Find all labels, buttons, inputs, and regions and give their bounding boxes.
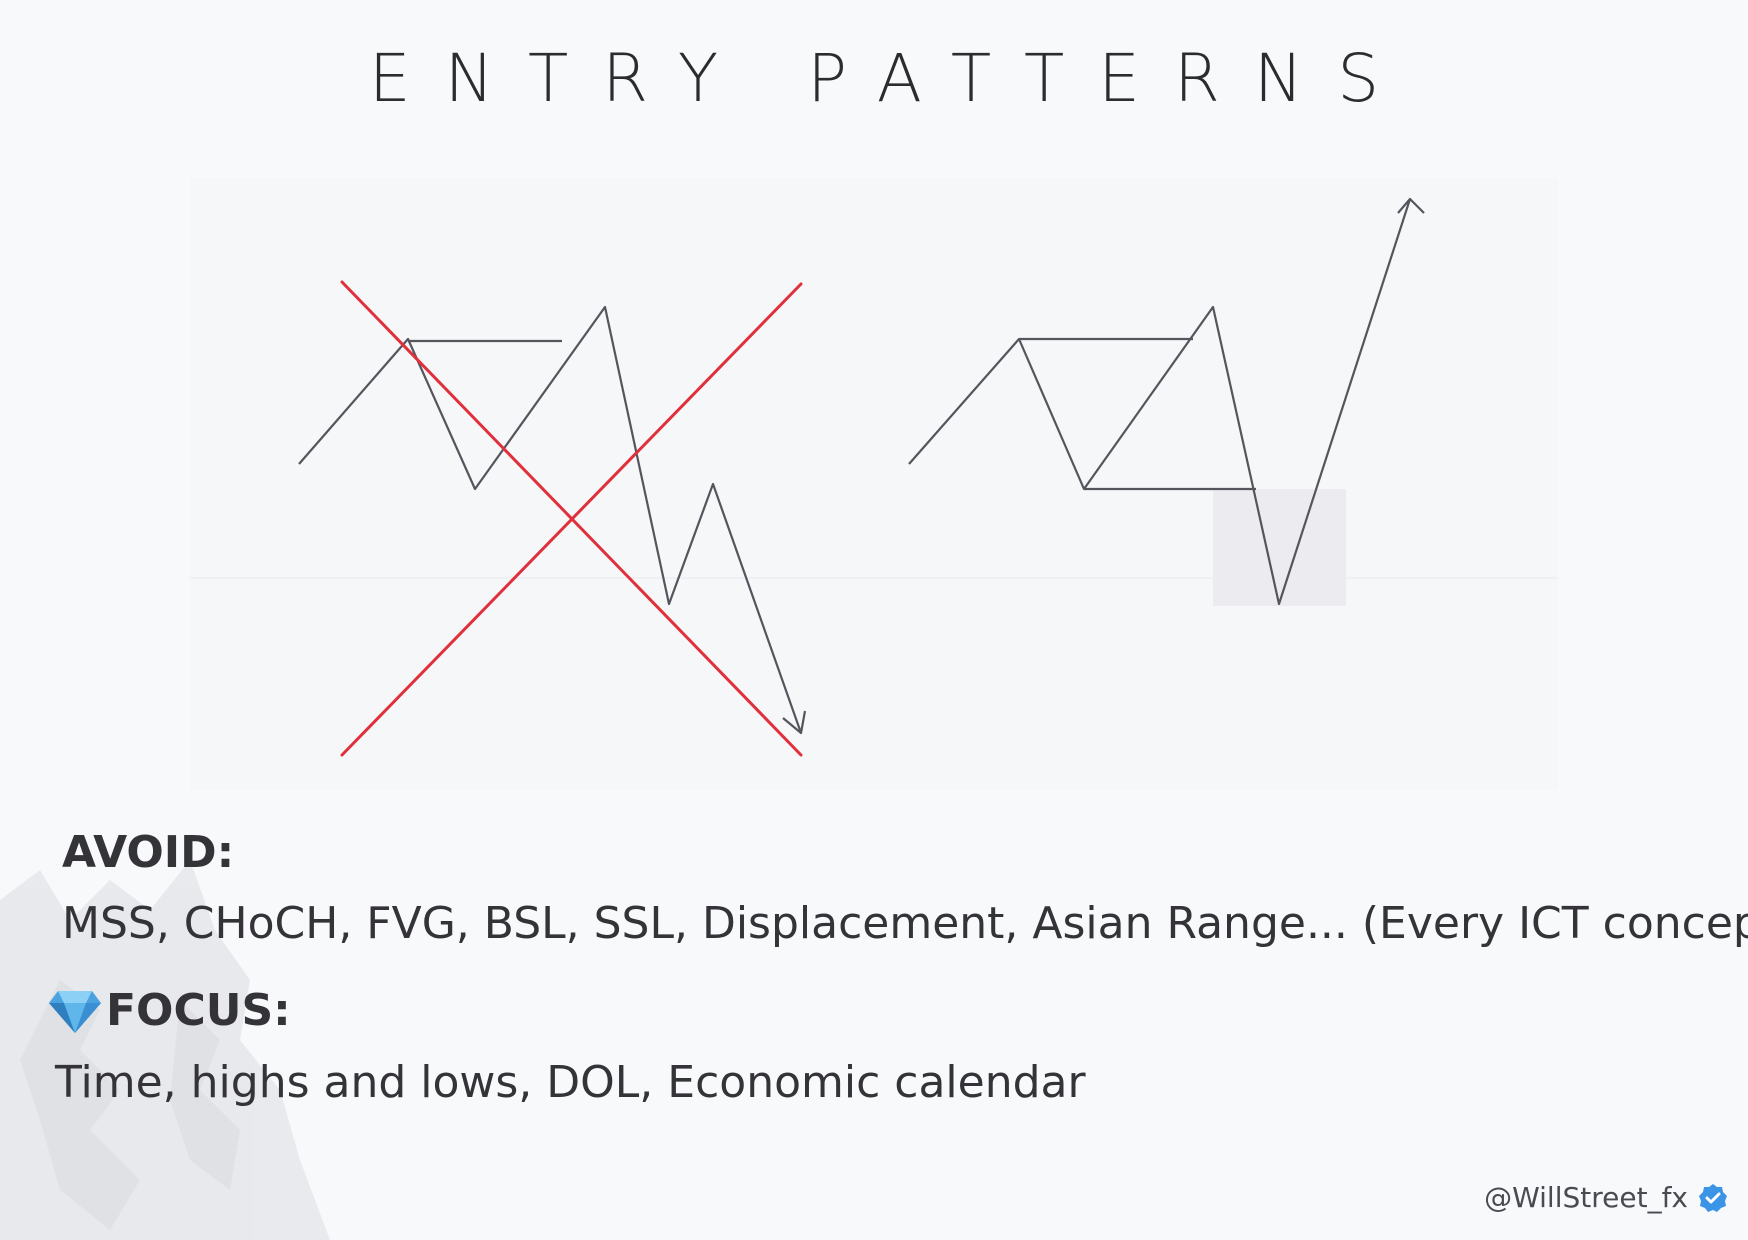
focus-price-path xyxy=(908,198,1412,606)
author-handle[interactable]: @WillStreet_fx xyxy=(1484,1181,1728,1214)
focus-pattern xyxy=(908,197,1425,606)
focus-heading-row: FOCUS: xyxy=(48,985,291,1036)
avoid-price-path xyxy=(298,305,803,734)
author-handle-text: @WillStreet_fx xyxy=(1484,1181,1688,1214)
diagram-panel xyxy=(190,178,1558,790)
highlight-zone xyxy=(1213,489,1346,606)
avoid-text: MSS, CHoCH, FVG, BSL, SSL, Displacement,… xyxy=(62,898,1748,949)
cross-out-mark xyxy=(340,280,803,757)
focus-arrowhead xyxy=(1397,197,1425,214)
cross-line-2 xyxy=(340,282,803,757)
gem-icon xyxy=(49,990,101,1033)
verified-check-icon xyxy=(1699,1183,1727,1212)
avoid-pattern xyxy=(298,305,807,735)
focus-text: Time, highs and lows, DOL, Economic cale… xyxy=(55,1057,1086,1108)
wolf-watermark xyxy=(0,860,330,1240)
avoid-arrowhead xyxy=(782,710,807,735)
avoid-heading: AVOID: xyxy=(62,827,235,878)
page-title: ENTRY PATTERNS xyxy=(368,40,1414,117)
focus-heading: FOCUS: xyxy=(106,985,291,1036)
